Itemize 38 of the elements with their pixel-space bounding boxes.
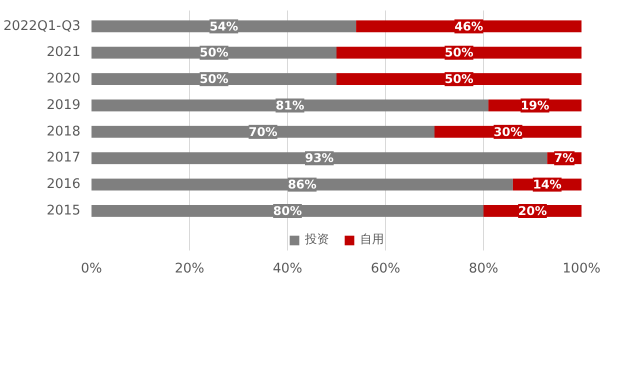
x-tick-label: 40% (272, 262, 302, 276)
y-tick-label: 2021 (46, 45, 81, 60)
bar (92, 20, 356, 32)
data-label: 80% (273, 204, 302, 218)
data-label: 20% (518, 204, 547, 218)
y-tick-label: 2020 (46, 72, 81, 87)
y-tick-label: 2019 (46, 98, 81, 113)
y-tick-label: 2015 (46, 203, 81, 218)
y-tick-label: 2022Q1-Q3 (3, 18, 81, 34)
bar (92, 205, 484, 217)
x-tick-label: 60% (370, 262, 400, 276)
data-label: 7% (554, 151, 575, 166)
data-label: 46% (454, 19, 484, 34)
bar (92, 126, 434, 138)
data-label: 30% (494, 124, 522, 139)
x-tick-label: 0% (80, 262, 102, 276)
y-tick-label: 2016 (46, 177, 81, 192)
data-label: 81% (276, 98, 304, 112)
data-label: 93% (304, 151, 334, 166)
data-label: 86% (288, 178, 317, 192)
data-label: 70% (248, 124, 278, 139)
data-label: 50% (200, 46, 228, 60)
x-tick-label: 100% (562, 262, 601, 276)
y-tick-label: 2018 (46, 124, 81, 140)
data-label: 50% (200, 72, 228, 86)
data-label: 14% (532, 178, 562, 192)
data-label: 50% (444, 72, 474, 86)
bar (92, 100, 488, 112)
legend-label: 自用 (360, 231, 384, 248)
bar (92, 178, 513, 190)
data-label: 19% (520, 98, 550, 112)
data-label: 54% (209, 19, 238, 34)
data-label: 50% (444, 46, 474, 60)
x-tick-label: 80% (468, 262, 498, 276)
x-tick-label: 20% (174, 262, 204, 276)
y-tick-label: 2017 (46, 150, 81, 166)
legend-label: 投资 (305, 231, 329, 248)
bar (92, 152, 548, 164)
